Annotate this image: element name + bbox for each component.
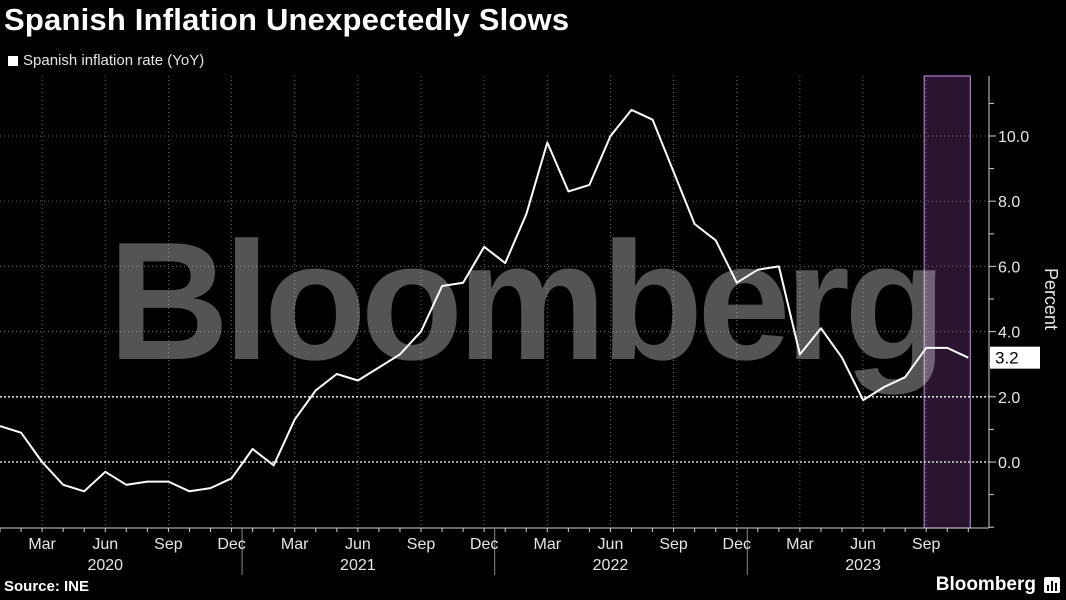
x-tick-label: Mar	[786, 536, 814, 553]
x-tick-label: Dec	[470, 536, 498, 553]
last-value-box	[990, 346, 1040, 369]
bar-chart-icon	[1044, 577, 1060, 593]
legend: Spanish inflation rate (YoY)	[8, 52, 204, 69]
chart-title: Spanish Inflation Unexpectedly Slows	[4, 2, 570, 37]
x-tick-label: Jun	[850, 536, 876, 553]
x-year-label: 2021	[340, 557, 376, 574]
brand-logo-text: Bloomberg	[935, 574, 1036, 595]
x-tick-label: Sep	[154, 536, 183, 553]
y-tick-label: 6.0	[998, 259, 1020, 276]
x-tick-label: Mar	[28, 536, 56, 553]
x-tick-label: Mar	[281, 536, 309, 553]
x-tick-label: Jun	[345, 536, 371, 553]
y-tick-label: 0.0	[998, 455, 1020, 472]
x-year-label: 2022	[593, 557, 629, 574]
x-year-label: 2020	[87, 557, 123, 574]
x-year-label: 2023	[845, 557, 881, 574]
x-tick-label: Jun	[598, 536, 624, 553]
legend-swatch	[8, 55, 18, 66]
y-tick-label: 4.0	[998, 325, 1020, 342]
x-tick-label: Dec	[723, 536, 751, 553]
x-tick-label: Sep	[659, 536, 688, 553]
y-tick-label: 10.0	[998, 129, 1029, 146]
source-note: Source: INE	[4, 578, 90, 595]
y-tick-label: 2.0	[998, 390, 1020, 407]
last-value-label: 3.2	[995, 349, 1019, 368]
y-axis-label: Percent	[1041, 268, 1061, 330]
x-tick-label: Sep	[912, 536, 941, 553]
highlight-band	[923, 75, 971, 529]
x-tick-label: Jun	[92, 536, 118, 553]
x-tick-label: Sep	[407, 536, 436, 553]
legend-label: Spanish inflation rate (YoY)	[23, 52, 205, 69]
y-tick-label: 8.0	[998, 194, 1020, 211]
x-tick-label: Dec	[217, 536, 245, 553]
series-line	[0, 108, 969, 493]
x-tick-label: Mar	[534, 536, 562, 553]
